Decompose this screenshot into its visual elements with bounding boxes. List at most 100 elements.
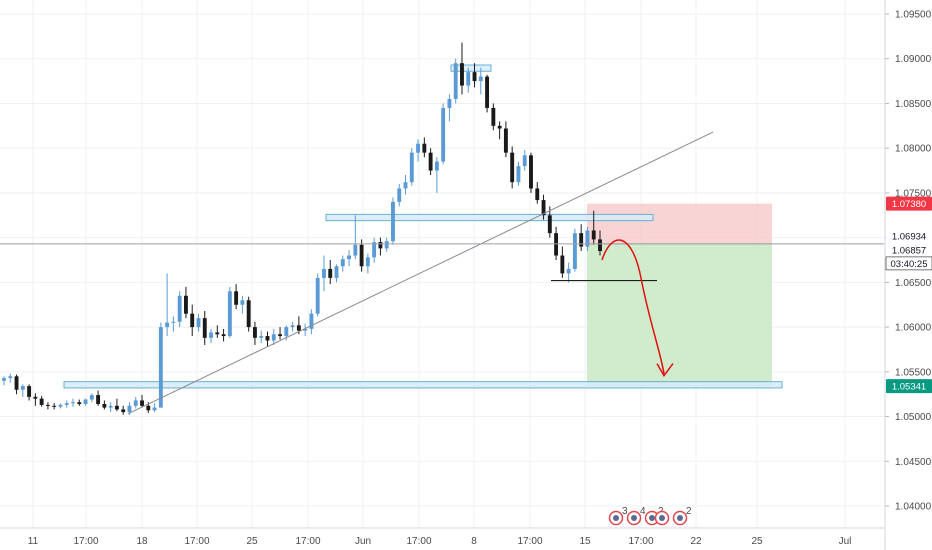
candle-body [547, 215, 552, 234]
candle-body [478, 76, 483, 82]
x-tick-label: 17:00 [406, 536, 431, 547]
entry-price-label-bg [886, 242, 932, 257]
candle-body [591, 230, 596, 240]
candle-body [102, 404, 107, 408]
candle-body [240, 300, 245, 305]
candle-body [83, 399, 88, 405]
candle-body [33, 396, 38, 399]
candle-body [485, 76, 490, 108]
candle-body [158, 327, 163, 408]
candle-body [108, 405, 113, 408]
candle-body [196, 318, 201, 328]
x-tick-label: 17:00 [295, 536, 320, 547]
event-icon[interactable]: 3 [608, 506, 629, 526]
candle-body [2, 378, 6, 381]
projection-arrowhead [656, 363, 674, 377]
trendline[interactable] [127, 131, 714, 415]
event-icon[interactable]: 4 [626, 506, 647, 526]
candle-body [441, 107, 446, 162]
resistance-zone[interactable] [325, 213, 654, 222]
target-price-label: 1.05341 [892, 382, 926, 393]
candle-body [278, 334, 282, 337]
support-zone[interactable] [63, 381, 783, 389]
y-tick-label: 1.06500 [895, 278, 932, 289]
earnings-icon[interactable] [654, 510, 670, 526]
candle-body [209, 332, 213, 338]
candle-body [89, 395, 94, 400]
stop-loss-label: 1.07380 [892, 199, 926, 210]
candle-body [284, 327, 289, 337]
projection-arrow[interactable] [601, 239, 665, 374]
candle-body [529, 155, 533, 189]
zones[interactable] [63, 64, 783, 389]
candle-body [227, 291, 232, 337]
countdown-bg [885, 256, 932, 271]
candle-body [127, 405, 132, 413]
candle-body [453, 63, 458, 99]
x-tick-label: 17:00 [73, 536, 98, 547]
entry-price-label: 1.06857 [892, 245, 926, 256]
event-icon-dot [631, 515, 637, 521]
event-count: 3 [622, 506, 628, 517]
top-zone[interactable] [450, 64, 492, 72]
candle-body [64, 403, 69, 405]
candle-body [20, 386, 25, 390]
candle-body [171, 321, 176, 323]
take-profit-zone[interactable] [587, 243, 772, 387]
x-tick-label: 25 [246, 536, 258, 547]
candle-body [259, 336, 264, 338]
candle-body [403, 182, 408, 189]
candle-body [140, 400, 144, 406]
candle-body [71, 402, 75, 404]
target-price-label-bg [886, 379, 932, 394]
y-tick-label: 1.04000 [895, 502, 932, 513]
candle-body [303, 328, 308, 331]
y-tick-label: 1.06000 [895, 323, 932, 334]
candle-body [541, 200, 546, 216]
x-tick-label: 17:00 [517, 536, 542, 547]
candle-body [58, 404, 63, 407]
candle-body [190, 313, 195, 328]
event-icon[interactable]: 2 [672, 506, 693, 526]
candle-body [428, 152, 433, 171]
current-price-label-bg [886, 228, 932, 243]
candle-body [77, 402, 82, 405]
candle-body [522, 155, 527, 167]
candle-body [598, 239, 602, 252]
candle-body [572, 233, 577, 269]
y-tick-label: 1.08500 [895, 99, 932, 110]
y-tick-label: 1.07500 [895, 188, 932, 199]
candle-body [114, 405, 119, 410]
drawings[interactable] [0, 131, 884, 415]
candle-body [165, 322, 170, 328]
candle-body [372, 242, 377, 258]
x-tick-label: Jul [839, 536, 852, 547]
candle-body [27, 386, 32, 397]
y-tick-label: 1.09000 [895, 54, 932, 65]
x-tick-label: 11 [28, 536, 39, 547]
candle-body [234, 291, 239, 305]
candle-body [579, 233, 584, 247]
candle-body [215, 332, 220, 335]
candle-body [39, 398, 44, 405]
candle-body [265, 336, 270, 341]
event-count: 2 [686, 506, 692, 517]
x-tick-label: 18 [136, 536, 148, 547]
candle-body [146, 405, 151, 411]
candle-body [246, 300, 251, 328]
x-tick-label: 22 [690, 536, 702, 547]
candle-body [560, 255, 565, 274]
y-tick-label: 1.05000 [895, 412, 932, 423]
candle-body [397, 188, 402, 202]
position-tool[interactable] [587, 203, 772, 387]
candle-body [497, 125, 502, 129]
x-tick-label: 15 [579, 536, 591, 547]
candle-body [347, 255, 351, 260]
event-markers[interactable]: 3422 [608, 506, 693, 526]
candle-body [566, 268, 571, 274]
candle-body [409, 152, 414, 183]
stop-loss-zone[interactable] [587, 203, 772, 244]
